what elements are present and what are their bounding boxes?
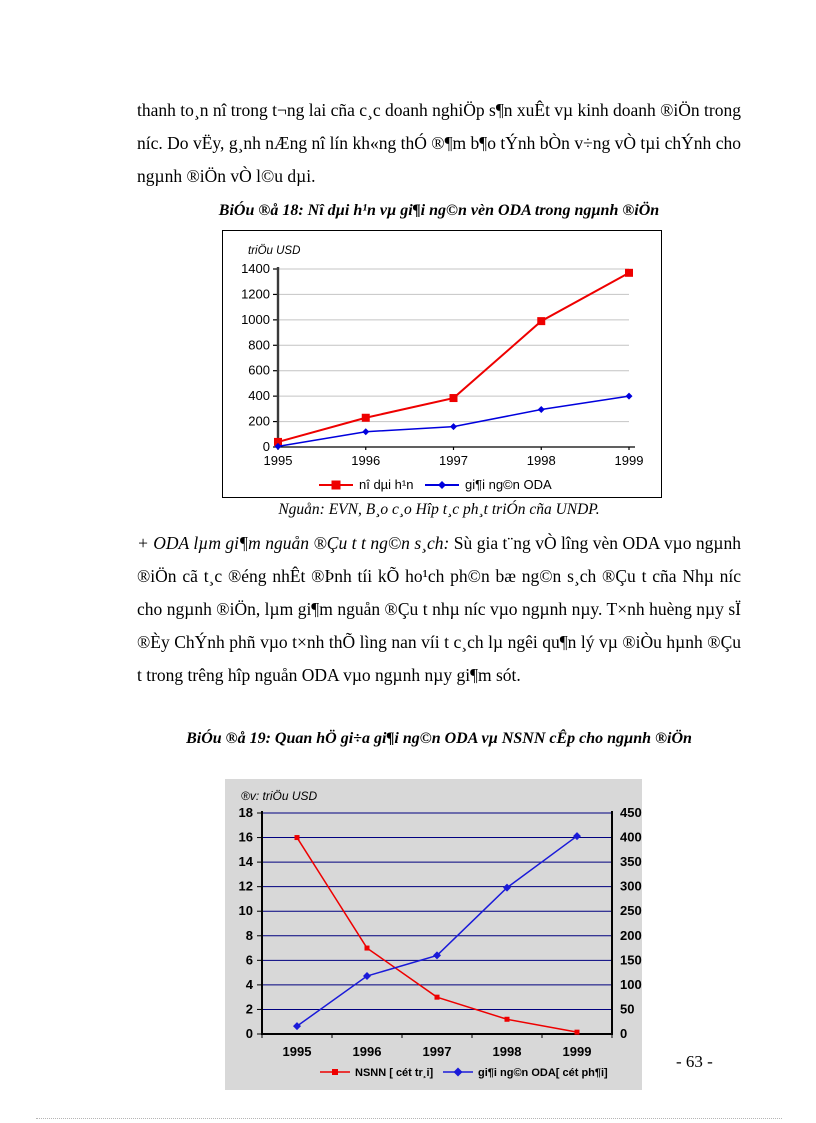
svg-text:450: 450 [620, 805, 642, 820]
svg-text:14: 14 [239, 854, 254, 869]
paragraph-oda-lead: + ODA lµm gi¶m nguån ®Çu t t ng©n s¸ch: [137, 533, 454, 553]
svg-text:350: 350 [620, 854, 642, 869]
svg-text:1999: 1999 [615, 453, 644, 468]
paragraph-top: thanh to¸n nî trong t¬ng lai cña c¸c doa… [137, 100, 741, 186]
svg-text:1996: 1996 [353, 1044, 382, 1059]
svg-text:1400: 1400 [241, 261, 270, 276]
svg-text:12: 12 [239, 879, 253, 894]
svg-text:600: 600 [248, 363, 270, 378]
figure-18-plot: triÖu USD 0 200 400 600 800 1000 1200 1400 1995 19… [241, 245, 644, 492]
svg-text:nî dµi h¹n: nî dµi h¹n [359, 477, 413, 492]
svg-text:1998: 1998 [527, 453, 556, 468]
svg-text:1995: 1995 [283, 1044, 312, 1059]
svg-text:150: 150 [620, 952, 642, 967]
svg-text:1200: 1200 [241, 286, 270, 301]
svg-text:1996: 1996 [351, 453, 380, 468]
svg-text:800: 800 [248, 337, 270, 352]
svg-text:0: 0 [246, 1026, 253, 1041]
svg-text:®v: triÖu USD: ®v: triÖu USD [241, 789, 318, 803]
svg-text:1997: 1997 [423, 1044, 452, 1059]
paragraph-oda: + ODA lµm gi¶m nguån ®Çu t t ng©n s¸ch: … [137, 527, 741, 692]
svg-text:0: 0 [620, 1026, 627, 1041]
svg-text:2: 2 [246, 1001, 253, 1016]
svg-text:400: 400 [620, 830, 642, 845]
bottom-dotted-rule [36, 1118, 782, 1119]
page-number: - 63 - [676, 1052, 713, 1071]
figure-18-title: BiÓu ®å 18: Nî dµi h¹n vµ gi¶i ng©n vèn … [218, 202, 660, 219]
figure-19-title: BiÓu ®å 19: Quan hÖ gi÷a gi¶i ng©n ODA v… [186, 730, 692, 747]
svg-text:100: 100 [620, 977, 642, 992]
svg-text:16: 16 [239, 830, 253, 845]
svg-text:4: 4 [246, 977, 254, 992]
figure-18-source: Nguån: EVN, B¸o c¸o Hîp t¸c ph¸t triÓn c… [278, 501, 600, 518]
svg-text:8: 8 [246, 928, 253, 943]
svg-text:400: 400 [248, 388, 270, 403]
svg-text:1997: 1997 [439, 453, 468, 468]
svg-text:10: 10 [239, 903, 253, 918]
svg-text:NSNN [ cét tr¸i]: NSNN [ cét tr¸i] [355, 1067, 434, 1079]
svg-text:gi¶i ng©n ODA[ cét ph¶i]: gi¶i ng©n ODA[ cét ph¶i] [478, 1067, 608, 1079]
svg-text:200: 200 [620, 928, 642, 943]
svg-text:200: 200 [248, 414, 270, 429]
figure-19-line-chart: ®v: triÖu USD 0 0 2 50 4 100 6 150 8 200 10 250 12 300… [225, 779, 642, 1090]
svg-text:1998: 1998 [493, 1044, 522, 1059]
svg-text:6: 6 [246, 952, 253, 967]
paragraph-oda-body: Sù gia t¨ng vÒ lîng vèn ODA vµo ngµnh ®i… [137, 533, 741, 685]
svg-text:300: 300 [620, 879, 642, 894]
svg-text:1000: 1000 [241, 312, 270, 327]
svg-text:gi¶i ng©n ODA: gi¶i ng©n ODA [465, 477, 552, 492]
svg-text:50: 50 [620, 1001, 634, 1016]
svg-text:1999: 1999 [563, 1044, 592, 1059]
svg-text:0: 0 [263, 439, 270, 454]
figure-18-line-chart: triÖu USD 0 200 400 600 800 1000 1200 1400 1995 19… [222, 230, 662, 498]
svg-text:1995: 1995 [264, 453, 293, 468]
svg-text:triÖu USD: triÖu USD [248, 245, 300, 257]
svg-text:250: 250 [620, 903, 642, 918]
svg-text:18: 18 [239, 805, 253, 820]
